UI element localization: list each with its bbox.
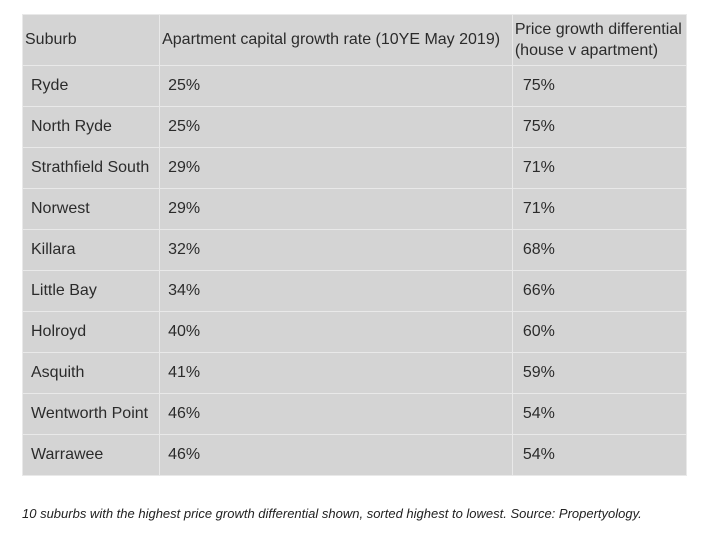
cell-suburb: Wentworth Point bbox=[21, 393, 161, 435]
table-header-row: Suburb Apartment capital growth rate (10… bbox=[21, 14, 688, 66]
cell-price-differential: 75% bbox=[511, 106, 688, 148]
cell-suburb: Holroyd bbox=[21, 311, 161, 353]
cell-price-differential: 60% bbox=[511, 311, 688, 353]
cell-apartment-growth: 46% bbox=[159, 393, 513, 435]
cell-price-differential: 68% bbox=[511, 229, 688, 271]
cell-price-differential: 66% bbox=[511, 270, 688, 312]
table-caption: 10 suburbs with the highest price growth… bbox=[22, 506, 642, 521]
table-row: Holroyd 40% 60% bbox=[21, 311, 688, 353]
suburb-growth-table: Suburb Apartment capital growth rate (10… bbox=[21, 14, 688, 476]
cell-price-differential: 59% bbox=[511, 352, 688, 394]
cell-suburb: Warrawee bbox=[21, 434, 161, 476]
cell-suburb: Norwest bbox=[21, 188, 161, 230]
cell-suburb: Ryde bbox=[21, 65, 161, 107]
header-price-differential: Price growth differential (house v apart… bbox=[511, 14, 688, 66]
cell-apartment-growth: 29% bbox=[159, 147, 513, 189]
table-row: Killara 32% 68% bbox=[21, 229, 688, 271]
cell-price-differential: 75% bbox=[511, 65, 688, 107]
cell-apartment-growth: 29% bbox=[159, 188, 513, 230]
table-row: Asquith 41% 59% bbox=[21, 352, 688, 394]
cell-price-differential: 54% bbox=[511, 393, 688, 435]
cell-apartment-growth: 41% bbox=[159, 352, 513, 394]
header-apartment-growth: Apartment capital growth rate (10YE May … bbox=[159, 14, 513, 66]
table-row: North Ryde 25% 75% bbox=[21, 106, 688, 148]
cell-price-differential: 54% bbox=[511, 434, 688, 476]
table-row: Ryde 25% 75% bbox=[21, 65, 688, 107]
header-suburb: Suburb bbox=[21, 14, 161, 66]
table-row: Norwest 29% 71% bbox=[21, 188, 688, 230]
cell-suburb: Asquith bbox=[21, 352, 161, 394]
cell-apartment-growth: 46% bbox=[159, 434, 513, 476]
cell-price-differential: 71% bbox=[511, 147, 688, 189]
cell-apartment-growth: 34% bbox=[159, 270, 513, 312]
cell-apartment-growth: 25% bbox=[159, 106, 513, 148]
table-row: Wentworth Point 46% 54% bbox=[21, 393, 688, 435]
table-row: Strathfield South 29% 71% bbox=[21, 147, 688, 189]
cell-apartment-growth: 40% bbox=[159, 311, 513, 353]
cell-suburb: Little Bay bbox=[21, 270, 161, 312]
table-row: Warrawee 46% 54% bbox=[21, 434, 688, 476]
cell-price-differential: 71% bbox=[511, 188, 688, 230]
cell-apartment-growth: 25% bbox=[159, 65, 513, 107]
table-row: Little Bay 34% 66% bbox=[21, 270, 688, 312]
cell-apartment-growth: 32% bbox=[159, 229, 513, 271]
cell-suburb: Killara bbox=[21, 229, 161, 271]
cell-suburb: Strathfield South bbox=[21, 147, 161, 189]
cell-suburb: North Ryde bbox=[21, 106, 161, 148]
